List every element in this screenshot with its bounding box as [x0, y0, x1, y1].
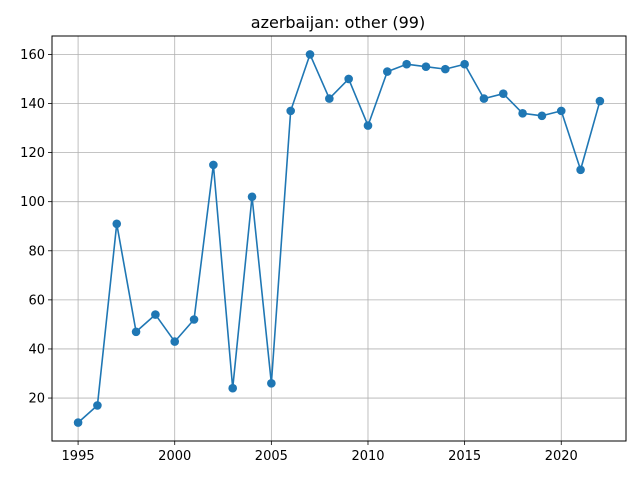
data-point-2016	[479, 94, 489, 103]
data-point-2009	[344, 74, 353, 84]
y-tick-label: 60	[28, 293, 45, 308]
y-tick-label: 40	[28, 342, 45, 357]
data-point-2020	[556, 106, 566, 116]
y-tick-label: 120	[20, 146, 45, 161]
data-point-2006	[286, 106, 295, 116]
data-point-2022	[595, 96, 605, 106]
series-line	[77, 53, 601, 424]
y-tick-label: 80	[28, 244, 45, 259]
x-tick-label: 2015	[448, 449, 481, 464]
data-point-1995	[73, 418, 83, 427]
data-point-1998	[131, 327, 141, 337]
grid-lines	[52, 36, 626, 441]
data-point-2015	[460, 59, 469, 69]
data-point-1999	[151, 310, 160, 319]
x-tick-label: 2000	[158, 449, 191, 464]
data-point-2017	[498, 89, 508, 98]
data-point-2005	[267, 379, 276, 388]
y-tick-label: 160	[20, 48, 45, 63]
data-point-2021	[576, 165, 585, 175]
data-point-2000	[170, 337, 180, 346]
series-line-group	[77, 53, 601, 424]
y-tick-label: 100	[20, 195, 45, 210]
x-axis: 1995 2000 2005 2010 2015 2020	[62, 441, 578, 464]
data-point-2014	[440, 64, 450, 74]
data-point-2003	[228, 383, 238, 393]
data-point-1997	[112, 219, 122, 229]
data-point-2001	[189, 315, 199, 324]
data-point-2010	[363, 121, 373, 130]
data-point-2004	[247, 192, 257, 202]
data-point-2012	[402, 59, 411, 69]
data-point-2008	[325, 94, 334, 103]
x-tick-label: 2010	[351, 449, 384, 464]
data-points-group	[73, 50, 605, 427]
plot-area-frame	[51, 35, 627, 442]
data-point-2002	[209, 160, 218, 170]
x-tick-label: 2005	[255, 449, 288, 464]
y-axis: 20 40 60 80 100 120 140 160	[20, 48, 52, 407]
data-point-2019	[537, 111, 547, 121]
x-tick-label: 2020	[545, 449, 578, 464]
chart-title: azerbaijan: other (99)	[251, 13, 425, 32]
data-point-2007	[305, 50, 315, 59]
data-point-2013	[421, 62, 431, 71]
y-tick-label: 140	[20, 97, 45, 112]
data-point-2018	[518, 109, 527, 118]
y-tick-label: 20	[28, 392, 45, 407]
x-tick-label: 1995	[62, 449, 95, 464]
data-point-2011	[383, 67, 392, 76]
data-point-1996	[93, 401, 102, 410]
